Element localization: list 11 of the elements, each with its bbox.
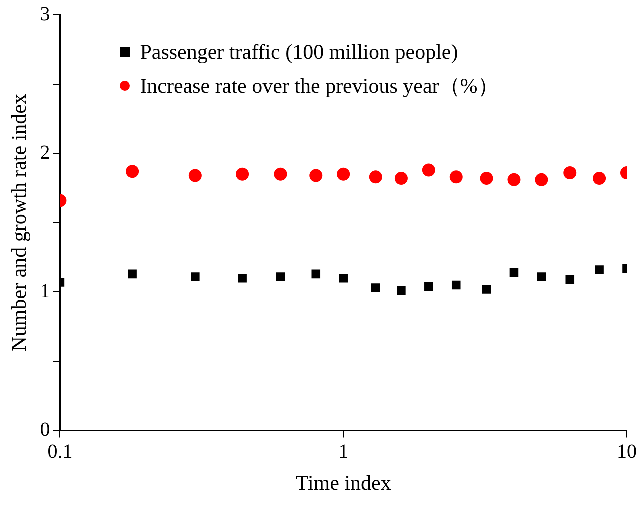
y-tick-label: 3 — [40, 3, 50, 26]
y-tick-label: 0 — [40, 419, 50, 442]
y-axis-title: Number and growth rate index — [7, 94, 32, 352]
y-tick-label: 1 — [40, 280, 50, 302]
y-tick-label: 2 — [40, 142, 50, 164]
legend-label: Increase rate over the previous year（%） — [140, 73, 499, 100]
x-tick-label: 10 — [617, 441, 637, 464]
legend-label: Passenger traffic (100 million people) — [140, 39, 458, 66]
x-tick-label: 0.1 — [48, 441, 73, 464]
x-tick-label: 1 — [338, 441, 349, 464]
x-axis-title: Time index — [296, 470, 392, 495]
